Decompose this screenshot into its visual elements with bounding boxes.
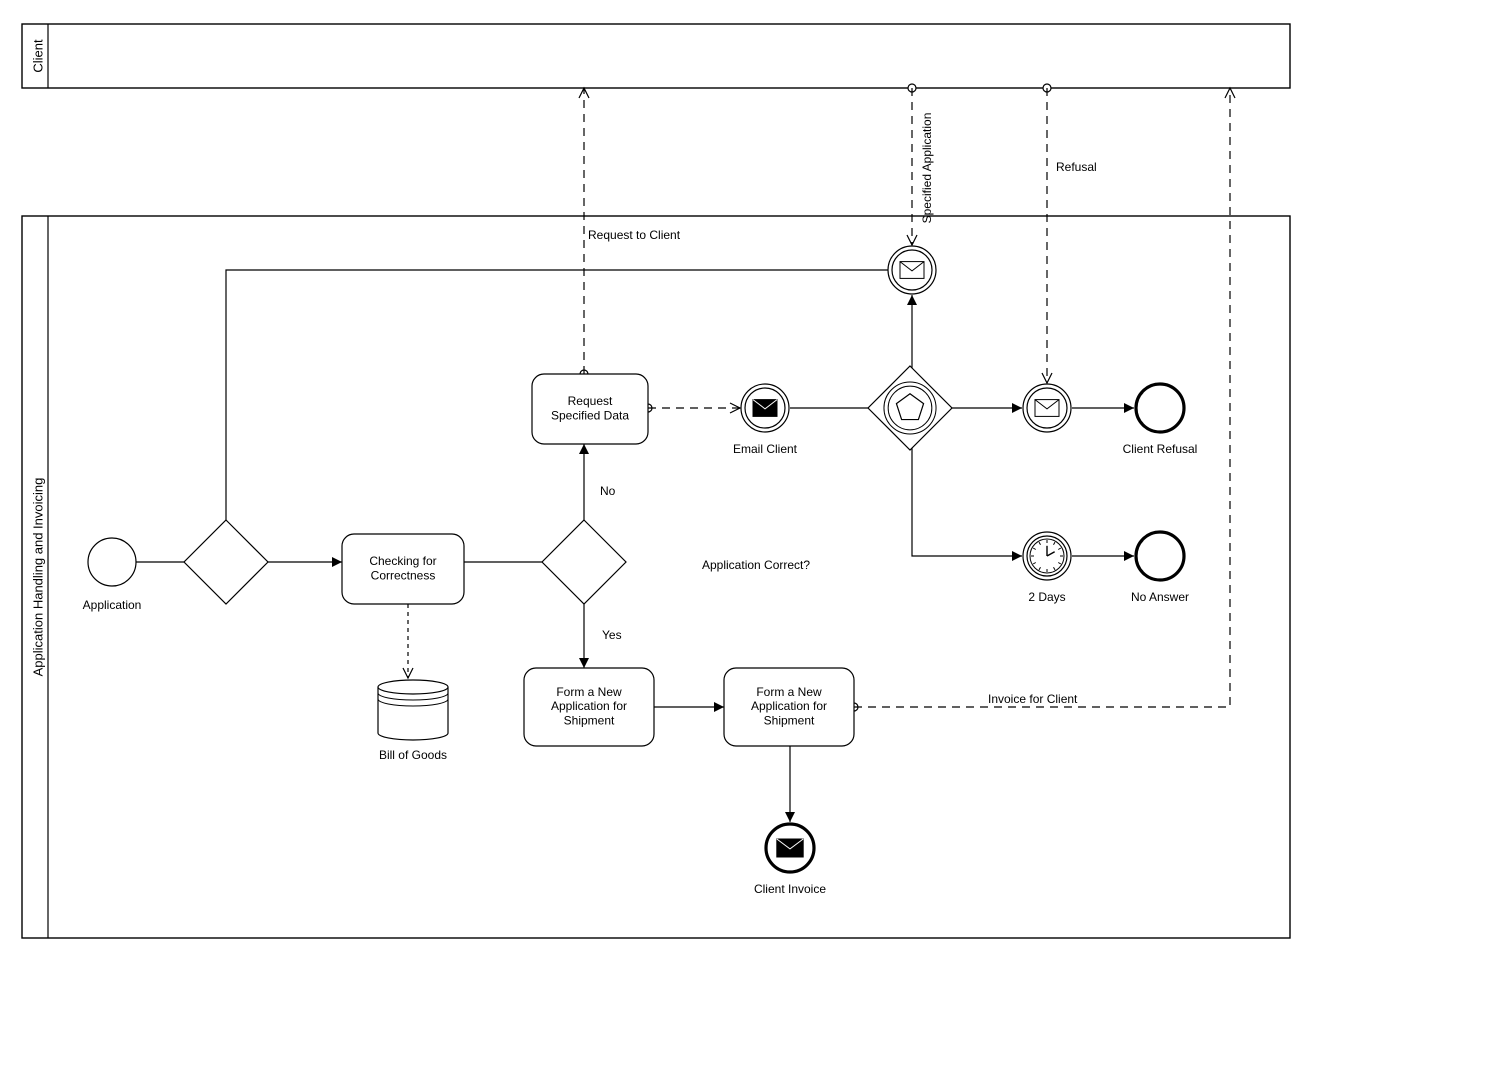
svg-text:Specified Application: Specified Application <box>920 113 934 224</box>
svg-text:Client: Client <box>30 39 45 73</box>
endRefusal <box>1136 384 1184 432</box>
svg-text:Specified Data: Specified Data <box>551 408 629 422</box>
billdb <box>378 680 448 740</box>
svg-text:Refusal: Refusal <box>1056 160 1097 174</box>
svg-text:Invoice for Client: Invoice for Client <box>988 692 1078 706</box>
svg-text:Yes: Yes <box>602 628 622 642</box>
svg-text:Application Correct?: Application Correct? <box>702 558 810 572</box>
svg-text:Shipment: Shipment <box>764 714 815 728</box>
pool_client <box>22 24 1290 88</box>
svg-text:Application: Application <box>83 598 142 612</box>
eventGw <box>868 366 952 450</box>
svg-text:Shipment: Shipment <box>564 714 615 728</box>
start <box>88 538 136 586</box>
svg-text:Client Invoice: Client Invoice <box>754 882 826 896</box>
svg-text:Bill of Goods: Bill of Goods <box>379 748 447 762</box>
svg-text:No Answer: No Answer <box>1131 590 1189 604</box>
svg-text:Email Client: Email Client <box>733 442 798 456</box>
svg-text:Client Refusal: Client Refusal <box>1123 442 1198 456</box>
svg-text:Form a New: Form a New <box>756 685 822 699</box>
endNoAnswer <box>1136 532 1184 580</box>
svg-text:No: No <box>600 484 616 498</box>
svg-text:Request to Client: Request to Client <box>588 228 681 242</box>
svg-text:Request: Request <box>568 394 613 408</box>
svg-text:Correctness: Correctness <box>371 568 436 582</box>
svg-text:Form a New: Form a New <box>556 685 622 699</box>
svg-text:Application Handling and Invoi: Application Handling and Invoicing <box>30 478 45 677</box>
svg-text:Application for: Application for <box>751 699 827 713</box>
svg-text:Checking for: Checking for <box>369 554 436 568</box>
svg-text:Application for: Application for <box>551 699 627 713</box>
svg-text:2 Days: 2 Days <box>1028 590 1065 604</box>
